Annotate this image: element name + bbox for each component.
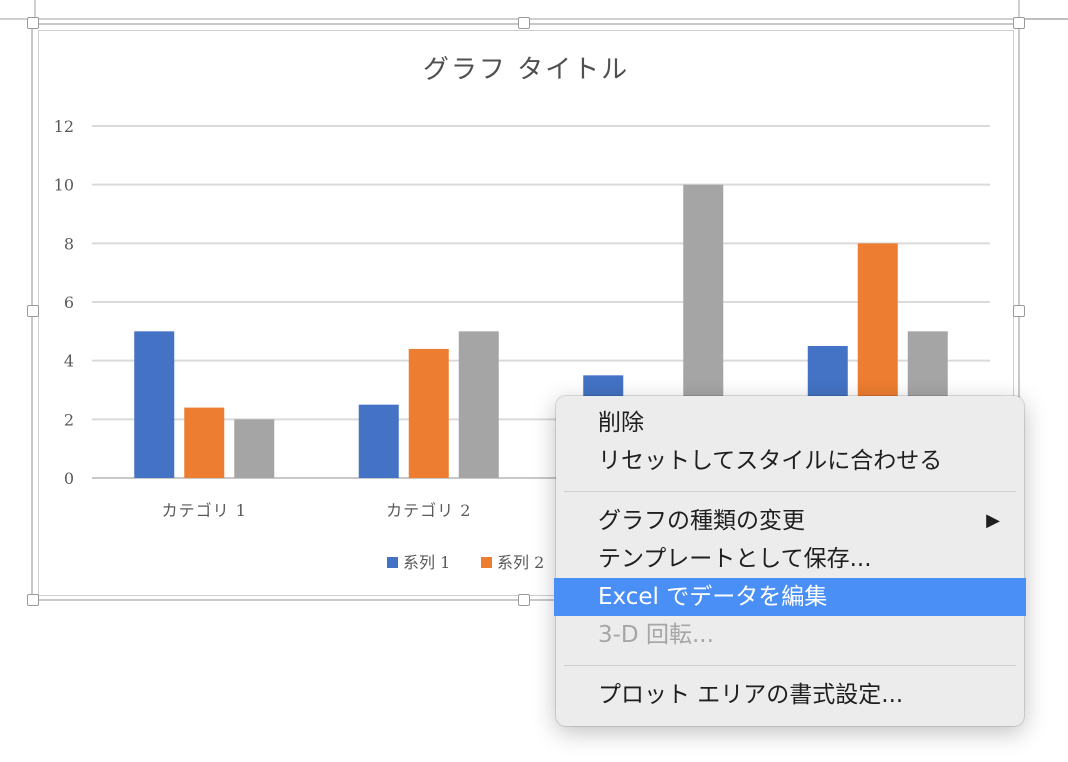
x-category-label: カテゴリ 2 (386, 501, 471, 520)
y-tick-label: 2 (64, 410, 74, 429)
bar-1-2[interactable] (358, 404, 399, 478)
bar-2-1[interactable] (184, 407, 225, 478)
resize-handle-top-right[interactable] (1013, 17, 1025, 29)
submenu-arrow-icon: ▶ (986, 510, 1000, 531)
y-tick-label: 0 (64, 469, 74, 488)
menu-item-edit-data-excel[interactable]: Excel でデータを編集 (554, 578, 1026, 616)
resize-handle-top-left[interactable] (27, 17, 39, 29)
resize-handle-top[interactable] (518, 17, 530, 29)
legend-swatch (481, 557, 492, 568)
chart-title[interactable]: グラフ タイトル (423, 55, 629, 85)
menu-item-3d-rotation: 3-D 回転... (598, 622, 714, 648)
page-boundary-line (0, 18, 1068, 20)
bar-1-1[interactable] (134, 331, 175, 478)
page-boundary-line (1018, 18, 1068, 20)
y-tick-label: 10 (54, 176, 74, 195)
resize-handle-bottom[interactable] (518, 594, 530, 606)
bar-3-2[interactable] (458, 331, 499, 478)
page-boundary-line (34, 0, 36, 20)
y-tick-label: 4 (64, 352, 74, 371)
menu-item-delete[interactable]: 削除 (598, 410, 644, 436)
context-menu[interactable]: 削除 リセットしてスタイルに合わせる グラフの種類の変更 ▶ テンプレートとして… (554, 396, 1026, 726)
menu-item-label: グラフの種類の変更 (598, 508, 805, 534)
y-tick-label: 8 (64, 234, 74, 253)
resize-handle-right[interactable] (1013, 305, 1025, 317)
menu-separator (564, 665, 1016, 666)
legend-entry-label[interactable]: 系列 1 (403, 553, 450, 572)
y-tick-label: 12 (54, 117, 74, 136)
menu-item-format-plot-area[interactable]: プロット エリアの書式設定... (598, 682, 904, 708)
x-category-label: カテゴリ 1 (162, 501, 247, 520)
bar-3-1[interactable] (234, 419, 275, 478)
menu-item-change-chart-type[interactable]: グラフの種類の変更 ▶ (556, 502, 1024, 540)
resize-handle-left[interactable] (27, 305, 39, 317)
resize-handle-bottom-left[interactable] (27, 594, 39, 606)
legend-swatch (387, 557, 398, 568)
page-boundary-line (1018, 0, 1020, 20)
menu-item-save-template[interactable]: テンプレートとして保存... (598, 546, 872, 572)
menu-separator (564, 491, 1016, 492)
menu-item-reset-style[interactable]: リセットしてスタイルに合わせる (598, 448, 943, 474)
y-tick-label: 6 (64, 293, 74, 312)
bar-2-2[interactable] (408, 348, 449, 478)
legend-entry-label[interactable]: 系列 2 (497, 553, 544, 572)
